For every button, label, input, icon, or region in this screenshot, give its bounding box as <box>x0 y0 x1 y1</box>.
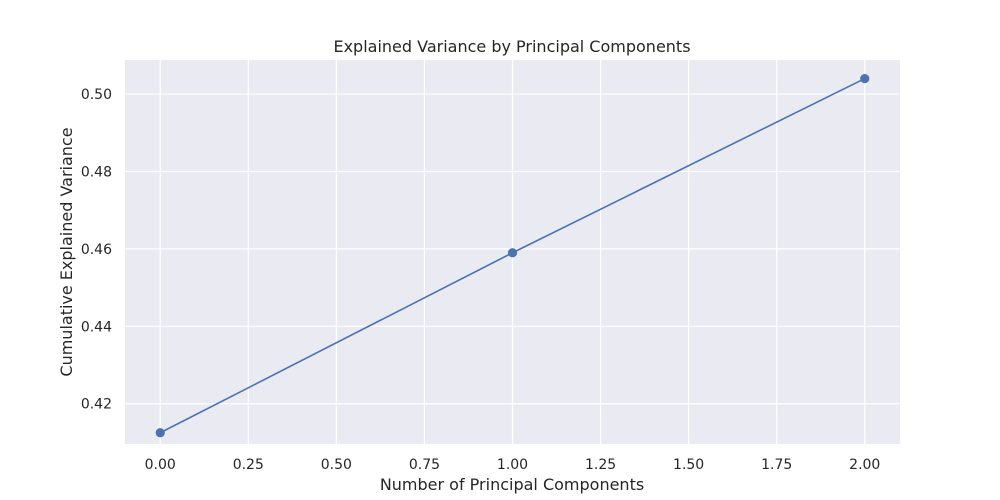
y-tick-label: 0.46 <box>81 242 112 258</box>
x-tick-label: 0.75 <box>409 457 440 473</box>
x-tick-label: 0.00 <box>145 457 176 473</box>
series-layer <box>155 73 870 438</box>
data-point <box>507 248 518 258</box>
data-point <box>155 428 165 438</box>
x-tick-label: 1.75 <box>761 457 792 473</box>
y-tick-label: 0.44 <box>81 319 112 335</box>
data-point <box>860 73 870 84</box>
x-tick-label: 1.25 <box>585 457 616 473</box>
x-tick-label: 2.00 <box>849 457 880 473</box>
chart-title: Explained Variance by Principal Componen… <box>333 37 690 56</box>
y-axis-label: Cumulative Explained Variance <box>57 127 76 376</box>
x-axis-ticks: 0.00 0.25 0.50 0.75 1.00 1.25 1.50 1.75 2.00 <box>145 457 881 473</box>
x-axis-label: Number of Principal Components <box>380 475 644 494</box>
y-axis-ticks: 0.42 0.44 0.46 0.48 0.50 <box>81 87 112 413</box>
x-tick-label: 0.25 <box>233 457 264 473</box>
y-tick-label: 0.50 <box>81 87 112 103</box>
y-gridlines <box>125 93 900 405</box>
x-tick-label: 1.00 <box>497 457 528 473</box>
x-tick-label: 1.50 <box>673 457 704 473</box>
y-tick-label: 0.42 <box>81 397 112 413</box>
x-tick-label: 0.50 <box>321 457 352 473</box>
x-gridlines <box>159 60 866 444</box>
y-tick-label: 0.48 <box>81 164 112 180</box>
